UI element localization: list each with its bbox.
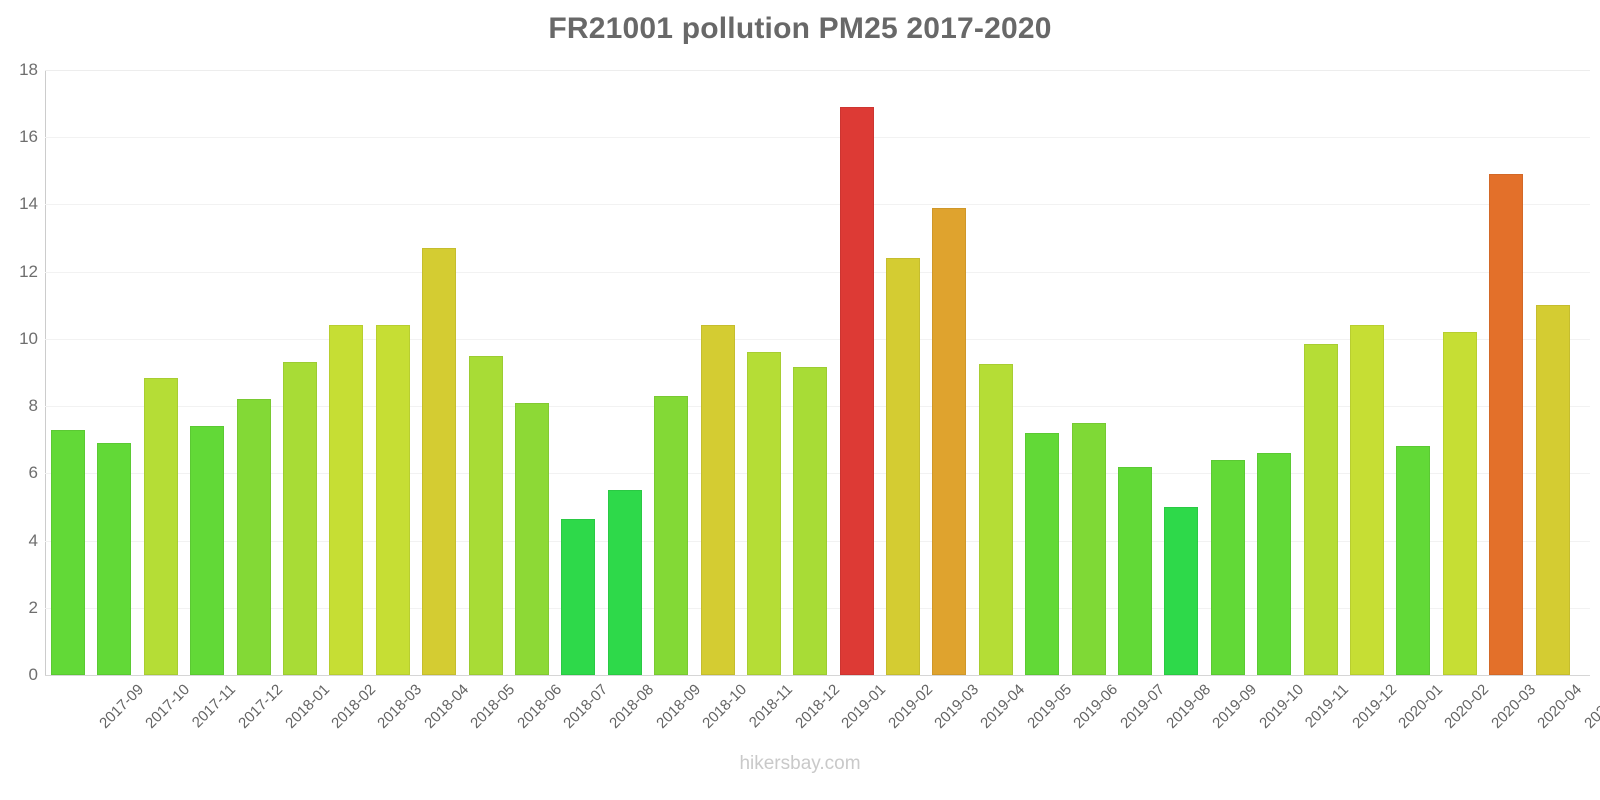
bar-2018-04[interactable]: [375, 325, 410, 675]
x-axis-tick: 2020-04: [1534, 681, 1586, 732]
x-axis-tick: 2019-01: [838, 681, 890, 732]
x-axis-tick: 2018-09: [652, 681, 704, 732]
bar-2019-09[interactable]: [1164, 506, 1199, 675]
bar-2017-11[interactable]: [143, 377, 178, 675]
bar-2018-05[interactable]: [422, 248, 457, 675]
x-axis-tick: 2017-10: [142, 681, 194, 732]
bar-2018-11[interactable]: [700, 325, 735, 675]
x-axis-tick: 2019-06: [1070, 681, 1122, 732]
y-axis-tick: 4: [28, 530, 38, 550]
gridline: [45, 204, 1590, 206]
bar-2018-06[interactable]: [468, 355, 503, 675]
bar-2019-12[interactable]: [1303, 343, 1338, 675]
x-axis-tick: 2017-09: [96, 681, 148, 732]
bar-2020-05[interactable]: [1535, 305, 1570, 675]
bar-2018-02[interactable]: [282, 362, 317, 675]
y-axis-tick: 18: [19, 60, 38, 79]
x-axis-tick: 2017-11: [188, 681, 239, 732]
bar-2019-02[interactable]: [839, 106, 874, 675]
bar-2019-10[interactable]: [1210, 459, 1245, 675]
x-axis-tick: 2019-07: [1116, 681, 1168, 732]
x-axis-tick: 2018-07: [560, 681, 612, 732]
gridline: [45, 675, 1590, 676]
chart-title: FR21001 pollution PM25 2017-2020: [548, 12, 1052, 45]
bar-2019-06[interactable]: [1025, 433, 1060, 675]
x-axis-tick: 2019-10: [1255, 681, 1307, 732]
y-axis-tick: 8: [28, 396, 38, 416]
bar-2018-12[interactable]: [746, 352, 781, 675]
x-axis-tick: 2018-10: [699, 681, 751, 732]
bar-2017-09[interactable]: [51, 429, 85, 675]
bar-2018-01[interactable]: [236, 399, 271, 675]
y-axis-tick: 2: [28, 597, 38, 617]
bar-2020-03[interactable]: [1442, 332, 1477, 675]
gridline: [45, 70, 1590, 71]
bar-2018-07[interactable]: [514, 402, 549, 675]
y-axis-tick: 10: [19, 328, 38, 348]
x-axis-tick: 2020-05: [1580, 681, 1600, 732]
x-axis-tick: 2019-05: [1024, 681, 1075, 732]
bar-2019-03[interactable]: [886, 258, 921, 675]
x-axis-tick: 2019-09: [1209, 681, 1261, 732]
x-axis-tick: 2018-12: [792, 681, 843, 732]
x-axis-tick: 2020-02: [1441, 681, 1493, 732]
bar-2018-10[interactable]: [654, 396, 689, 675]
x-axis-tick-labels: 2017-09 2017-10 2017-11 2017-12 2018-01 2018-…: [45, 675, 1600, 755]
x-axis-tick: 2019-12: [1348, 681, 1400, 732]
bar-2017-10[interactable]: [97, 443, 132, 675]
x-axis-tick: 2019-11: [1302, 681, 1353, 732]
bar-2018-09[interactable]: [607, 490, 642, 675]
x-axis-tick: 2019-04: [977, 681, 1029, 732]
x-axis-tick: 2019-03: [931, 681, 983, 732]
bar-2019-01[interactable]: [793, 367, 828, 675]
plot-area: [45, 70, 1590, 676]
bar-2020-01[interactable]: [1350, 325, 1385, 675]
y-axis-tick-labels: 0 2 4 6 8 10 12 14 16 18: [0, 60, 38, 684]
x-axis-tick: 2020-03: [1487, 681, 1539, 732]
y-axis-tick: 6: [28, 463, 38, 483]
source-credit: hikersbay.com: [739, 753, 861, 774]
x-axis-tick: 2018-08: [606, 681, 658, 732]
bar-2019-07[interactable]: [1071, 422, 1106, 675]
bar-2018-03[interactable]: [329, 325, 364, 675]
gridline: [45, 338, 1590, 340]
x-axis-tick: 2018-02: [328, 681, 380, 732]
x-axis-tick: 2018-01: [281, 681, 333, 732]
bar-2020-02[interactable]: [1396, 446, 1431, 675]
y-axis-line: [45, 70, 46, 675]
bar-2019-04[interactable]: [932, 207, 967, 675]
bar-2019-08[interactable]: [1118, 466, 1153, 675]
x-axis-tick: 2018-06: [513, 681, 565, 732]
bar-2020-04[interactable]: [1489, 174, 1524, 675]
x-axis-tick: 2019-08: [1163, 681, 1215, 732]
x-axis-tick: 2019-02: [884, 681, 936, 732]
y-axis-tick: 16: [19, 127, 38, 147]
bar-2019-11[interactable]: [1257, 453, 1292, 675]
x-axis-tick: 2018-05: [467, 681, 519, 732]
y-axis-tick: 14: [19, 194, 38, 214]
x-axis-tick: 2018-03: [374, 681, 426, 732]
bar-2018-08[interactable]: [561, 518, 596, 675]
gridline: [45, 137, 1590, 139]
bar-2019-05[interactable]: [978, 364, 1013, 675]
x-axis-tick: 2018-11: [745, 681, 796, 732]
x-axis-tick: 2018-04: [420, 681, 472, 732]
bar-2017-12[interactable]: [190, 426, 225, 675]
y-axis-tick: 0: [28, 665, 38, 684]
x-axis-tick: 2020-01: [1395, 681, 1447, 732]
y-axis-tick: 12: [19, 261, 38, 281]
x-axis-tick: 2017-12: [235, 681, 287, 732]
gridline: [45, 271, 1590, 273]
